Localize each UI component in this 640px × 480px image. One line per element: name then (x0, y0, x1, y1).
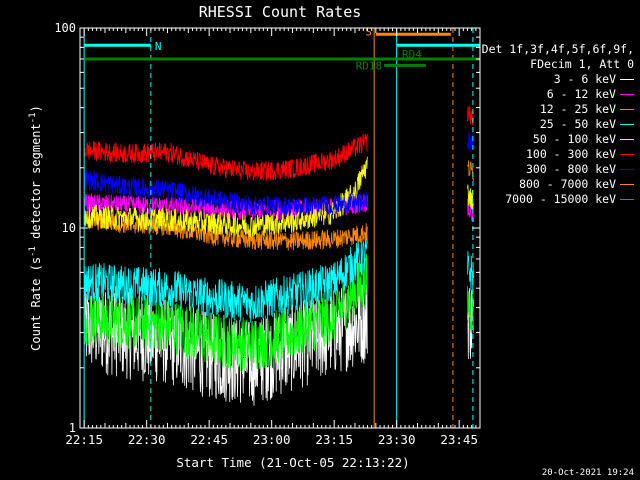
x-tick-label: 22:15 (65, 432, 103, 447)
y-axis-label-sup1: -1 (28, 246, 38, 257)
series-line-3-a (83, 235, 368, 323)
series-line-6-a (83, 171, 368, 217)
x-axis-label: Start Time (21-Oct-05 22:13:22) (176, 455, 409, 470)
series-line-5-a (83, 133, 368, 181)
legend-swatch (620, 154, 634, 155)
legend-entry: 800 - 7000 keV (482, 177, 634, 192)
legend-entry: 12 - 25 keV (482, 102, 634, 117)
legend-entry: 6 - 12 keV (482, 87, 634, 102)
legend-swatch (620, 109, 634, 110)
series-line-4-b (467, 184, 474, 211)
legend-entries: 3 - 6 keV 6 - 12 keV 12 - 25 keV 25 - 50 ke… (482, 72, 634, 207)
legend-entry: 3 - 6 keV (482, 72, 634, 87)
legend-label: 100 - 300 keV (525, 147, 616, 161)
legend-entry: 300 - 800 keV (482, 162, 634, 177)
legend-label: 800 - 7000 keV (519, 177, 616, 191)
series-line-2-a (83, 253, 368, 372)
series-line-6-b (467, 131, 474, 150)
marker-label-n: N (155, 40, 162, 53)
series-line-4-a (83, 156, 368, 238)
y-tick-label: 10 (62, 221, 76, 235)
legend-swatch (620, 199, 634, 200)
legend-entry: 7000 - 15000 keV (482, 192, 634, 207)
x-tick-label: 23:45 (440, 432, 478, 447)
marker-label-rd4: RD4 (402, 48, 422, 61)
x-tick-label: 23:00 (253, 432, 291, 447)
legend-label: 12 - 25 keV (539, 102, 616, 116)
y-axis-label-part1: Count Rate (s (29, 257, 43, 351)
legend-swatch (620, 94, 634, 95)
y-axis-label: Count Rate (s-1 detector segment-1) (28, 105, 43, 351)
x-tick-label: 22:30 (128, 432, 166, 447)
legend-header-line2: FDecim 1, Att 0 (530, 57, 634, 71)
legend-swatch (620, 139, 634, 140)
legend-swatch (620, 169, 634, 170)
marker-label-s: S (365, 25, 372, 38)
legend-label: 6 - 12 keV (546, 87, 616, 101)
legend-entry: 25 - 50 keV (482, 117, 634, 132)
series-line-3-b (467, 251, 474, 292)
x-tick-label: 22:45 (190, 432, 228, 447)
legend-entry: 100 - 300 keV (482, 147, 634, 162)
chart-title: RHESSI Count Rates (199, 3, 362, 21)
legend-label: 50 - 100 keV (532, 132, 616, 146)
timestamp-footer: 20-Oct-2021 19:24 (541, 468, 634, 478)
legend-label: 7000 - 15000 keV (505, 192, 616, 206)
legend-swatch (620, 184, 634, 185)
y-axis-label-end: ) (29, 105, 43, 112)
legend-entry: 50 - 100 keV (482, 132, 634, 147)
x-tick-label: 23:15 (315, 432, 353, 447)
x-tick-label: 23:30 (378, 432, 416, 447)
legend: Det 1f,3f,4f,5f,6f,9f, FDecim 1, Att 0 3… (482, 42, 634, 207)
axes: 1 10 100 22:15 22:30 22:45 23:00 23:15 23:30 23:4… (54, 21, 481, 447)
marker-label-rd18: RD18 (356, 59, 383, 72)
legend-label: 300 - 800 keV (525, 162, 616, 176)
y-axis-label-part2: detector segment (29, 123, 43, 246)
y-tick-label: 100 (54, 21, 76, 35)
legend-swatch (620, 124, 634, 125)
legend-label: 25 - 50 keV (539, 117, 616, 131)
legend-swatch (620, 79, 634, 80)
y-axis-label-sup2: -1 (28, 112, 38, 123)
legend-label: 3 - 6 keV (553, 72, 616, 86)
data-lines (83, 105, 474, 406)
y-tick-label: 1 (69, 421, 76, 435)
legend-header-line1: Det 1f,3f,4f,5f,6f,9f, (481, 42, 634, 56)
